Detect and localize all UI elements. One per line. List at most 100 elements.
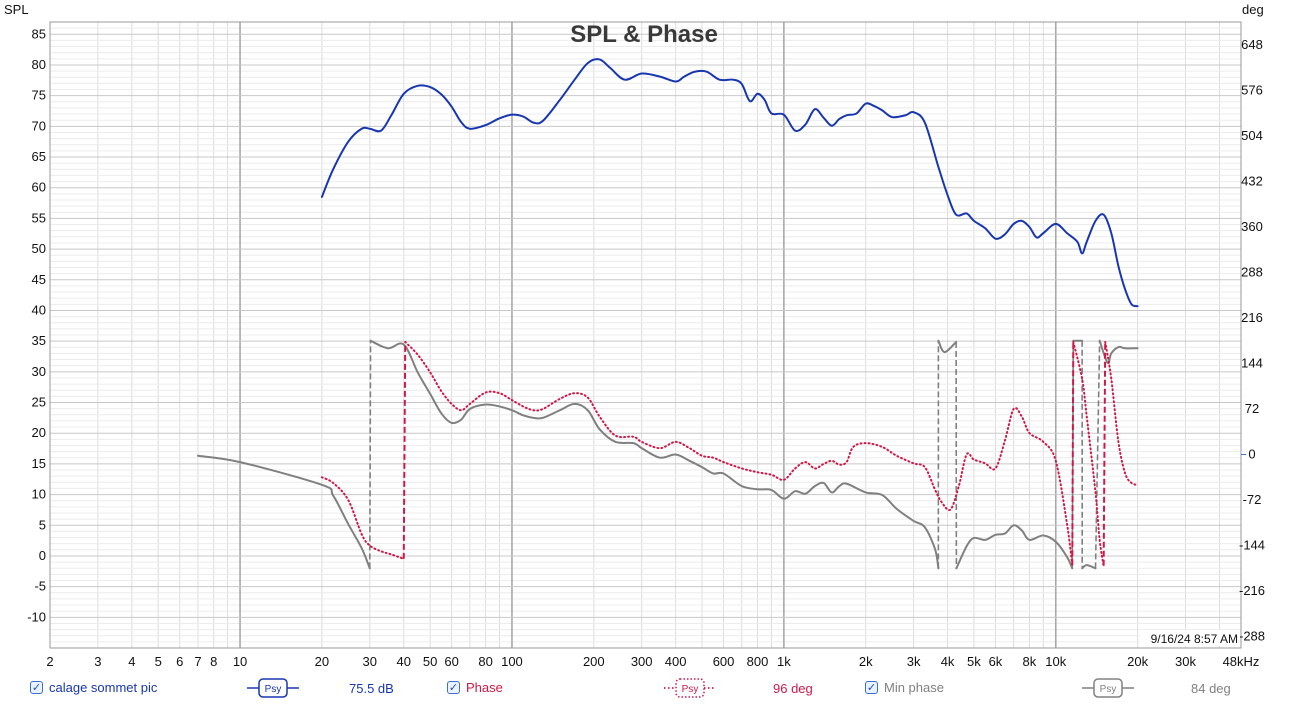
legend-value: 96 deg xyxy=(773,681,813,696)
spl-tick-label: 45 xyxy=(32,272,46,287)
frequency-tick-label: 30 xyxy=(363,654,377,669)
checkbox-icon[interactable]: ✓ xyxy=(30,681,43,694)
frequency-axis: 2 3 4 5 6 7 8 10 20 30 40 50 60 80 100 200 300 400 600 800 1… xyxy=(46,654,1259,669)
phase-axis-label: deg xyxy=(1242,2,1264,17)
psy-line-style-icon[interactable]: Psy xyxy=(664,677,716,699)
phase-tick-label: 576 xyxy=(1241,82,1263,97)
timestamp-background xyxy=(1140,630,1240,646)
legend-value: 75.5 dB xyxy=(349,681,394,696)
frequency-tick-label: 1k xyxy=(777,654,791,669)
frequency-tick-label: 10 xyxy=(233,654,247,669)
spl-tick-label: 80 xyxy=(32,57,46,72)
spl-tick-label: 15 xyxy=(32,456,46,471)
spl-tick-label: 85 xyxy=(32,26,46,41)
legend-item-calage[interactable]: ✓ calage sommet pic xyxy=(30,680,157,695)
legend-label: Phase xyxy=(466,680,503,695)
phase-tick-label: 0 xyxy=(1248,447,1255,462)
timestamp: 9/16/24 8:57 AM xyxy=(1151,632,1238,646)
frequency-tick-label: 8k xyxy=(1023,654,1037,669)
phase-tick-label: 72 xyxy=(1245,401,1259,416)
phase-tick-label: 648 xyxy=(1241,37,1263,52)
frequency-tick-label: 2k xyxy=(859,654,873,669)
series-phase-line xyxy=(1072,340,1105,567)
legend-item-phase[interactable]: ✓ Phase xyxy=(447,680,503,695)
spl-tick-label: 5 xyxy=(39,517,46,532)
frequency-tick-label: 3k xyxy=(907,654,921,669)
frequency-tick-label: 40 xyxy=(397,654,411,669)
phase-tick-label: 288 xyxy=(1241,264,1263,279)
frequency-tick-label: 600 xyxy=(713,654,735,669)
frequency-tick-label: 7 xyxy=(194,654,201,669)
series-min-phase-line xyxy=(196,454,371,570)
frequency-tick-label: 8 xyxy=(210,654,217,669)
legend-bar: ✓ calage sommet pic Psy 75.5 dB ✓ Phase … xyxy=(0,676,1302,702)
legend-item-min-phase[interactable]: ✓ Min phase xyxy=(865,680,944,695)
series-phase-wrap xyxy=(402,341,407,559)
minor-grid xyxy=(49,21,1241,648)
spl-tick-label: 70 xyxy=(32,118,46,133)
legend-label: Min phase xyxy=(884,680,944,695)
series-min-phase-line xyxy=(1098,339,1139,365)
frequency-tick-label: 400 xyxy=(665,654,687,669)
frequency-tick-label: 20k xyxy=(1127,654,1148,669)
series-phase-wrap xyxy=(1071,341,1075,566)
plot-frame xyxy=(49,21,1242,649)
phase-tick-label: 504 xyxy=(1241,128,1263,143)
spl-phase-chart: -10-50510152025303540455055606570758085 … xyxy=(4,2,1265,669)
legend-label: calage sommet pic xyxy=(49,680,158,695)
spl-tick-label: -5 xyxy=(34,579,46,594)
series-phase-line xyxy=(1104,340,1139,486)
checkbox-icon[interactable]: ✓ xyxy=(447,681,460,694)
series-calage-sommet-pic-line xyxy=(320,58,1139,308)
series-phase-wrap xyxy=(1102,341,1107,566)
spl-tick-label: 60 xyxy=(32,180,46,195)
frequency-tick-label: 10k xyxy=(1045,654,1066,669)
spl-tick-label: 30 xyxy=(32,364,46,379)
frequency-tick-label: 6 xyxy=(176,654,183,669)
phase-tick-label: -288 xyxy=(1239,629,1265,644)
frequency-tick-label: 800 xyxy=(747,654,769,669)
spl-tick-label: 40 xyxy=(32,302,46,317)
spl-tick-label: 20 xyxy=(32,425,46,440)
spl-tick-label: 35 xyxy=(32,333,46,348)
chart-title: SPL & Phase xyxy=(570,21,718,48)
legend-value: 84 deg xyxy=(1191,681,1231,696)
frequency-tick-label: 100 xyxy=(501,654,523,669)
frequency-tick-label: 60 xyxy=(444,654,458,669)
spl-tick-label: 25 xyxy=(32,395,46,410)
spl-tick-label: -10 xyxy=(27,609,46,624)
spl-tick-label: 50 xyxy=(32,241,46,256)
checkbox-icon[interactable]: ✓ xyxy=(865,681,878,694)
phase-tick-label: 144 xyxy=(1241,355,1263,370)
spl-tick-label: 55 xyxy=(32,210,46,225)
frequency-tick-label: 6k xyxy=(989,654,1003,669)
spl-axis-label: SPL xyxy=(4,2,29,17)
psy-line-style-icon[interactable]: Psy xyxy=(247,677,299,699)
psy-line-style-icon[interactable]: Psy xyxy=(1082,677,1134,699)
phase-tick-label: -216 xyxy=(1239,583,1265,598)
phase-tick-label: -144 xyxy=(1239,538,1265,553)
svg-text:Psy: Psy xyxy=(1100,684,1117,695)
frequency-tick-label: 300 xyxy=(631,654,653,669)
svg-text:Psy: Psy xyxy=(682,684,699,695)
spl-tick-label: 75 xyxy=(32,88,46,103)
series-min-phase-line xyxy=(937,339,958,354)
series-min-phase-wrap xyxy=(1094,340,1101,569)
frequency-tick-label: 4k xyxy=(941,654,955,669)
frequency-tick-label: 200 xyxy=(583,654,605,669)
frequency-tick-label: 2 xyxy=(46,654,53,669)
phase-axis: -288 -216 -144 -72 0 72 144 216 288 360 432 504 576 6… xyxy=(1239,37,1265,644)
frequency-tick-label: 5k xyxy=(967,654,981,669)
series-min-phase-line xyxy=(1081,564,1097,570)
frequency-tick-label: 3 xyxy=(94,654,101,669)
frequency-tick-label: 20 xyxy=(315,654,329,669)
frequency-tick-label: 5 xyxy=(155,654,162,669)
series-phase-line xyxy=(404,340,1074,567)
frequency-tick-label: 50 xyxy=(423,654,437,669)
frequency-tick-label: 4 xyxy=(128,654,135,669)
spl-tick-label: 10 xyxy=(32,487,46,502)
svg-text:Psy: Psy xyxy=(265,684,282,695)
frequency-tick-label: 48kHz xyxy=(1223,654,1260,669)
series-min-phase-line xyxy=(369,339,940,570)
phase-tick-label: 432 xyxy=(1241,173,1263,188)
